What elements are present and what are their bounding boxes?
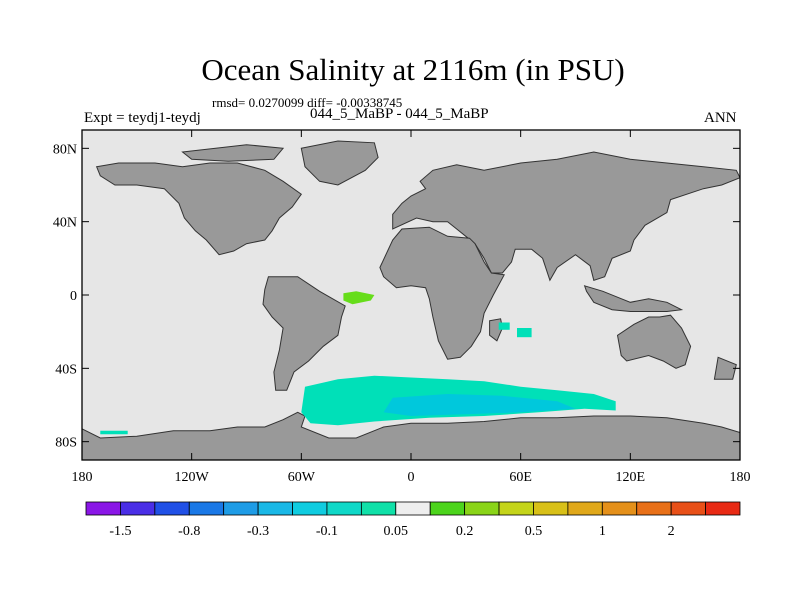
land-eurasia	[392, 151, 740, 282]
legend-swatch	[567, 501, 603, 516]
lat-tick-label: 40S	[55, 362, 77, 377]
legend-swatch	[326, 501, 362, 516]
lon-tick-label: 60W	[288, 470, 316, 485]
legend-swatch	[360, 501, 397, 516]
legend-swatch	[533, 501, 569, 516]
lon-tick-label: 120W	[175, 470, 210, 485]
runs-label: 044_5_MaBP - 044_5_MaBP	[310, 106, 489, 122]
color-legend: -1.5 -0.8 -0.3 -0.1 0.05 0.2 0.5 1 2	[85, 501, 741, 539]
lat-tick-label: 0	[70, 289, 77, 304]
period-label: ANN	[704, 110, 737, 126]
legend-swatch	[429, 501, 466, 516]
lon-tick-label: 120E	[616, 470, 646, 485]
anomaly-southern-ocean-blue-core	[383, 394, 576, 416]
map-title: Ocean Salinity at 2116m (in PSU)	[201, 52, 625, 87]
legend-swatch	[601, 501, 638, 516]
lat-tick-label: 80N	[53, 142, 77, 157]
legend-label: -1.5	[109, 524, 131, 539]
anomaly-indian-ocean-cyan-spot	[517, 328, 532, 338]
lon-tick-label: 180	[72, 470, 93, 485]
land-canadian-arctic	[181, 144, 285, 162]
lon-tick-label: 0	[408, 470, 415, 485]
land-layer	[82, 140, 740, 460]
legend-label: 2	[668, 524, 675, 539]
legend-swatch	[120, 501, 156, 516]
legend-swatch	[85, 501, 121, 516]
axis-ticks: 80N 40N 0 40S 80S 180 120W 60W 0 60E 120E 180	[53, 130, 751, 485]
legend-swatch	[395, 501, 431, 516]
legend-swatch	[292, 501, 328, 516]
legend-label: -0.1	[316, 524, 338, 539]
legend-label: 0.5	[525, 524, 543, 539]
legend-swatch	[464, 501, 500, 516]
land-greenland	[300, 140, 379, 186]
anomaly-madagascar-cyan-spot	[498, 322, 510, 330]
legend-label: 1	[599, 524, 606, 539]
legend-label: 0.2	[456, 524, 474, 539]
land-antarctica	[82, 411, 740, 460]
anomaly-amazon-green-patch	[343, 291, 375, 305]
lon-tick-label: 180	[730, 470, 751, 485]
legend-swatch	[257, 501, 293, 516]
legend-swatch	[636, 501, 672, 516]
lat-tick-label: 80S	[55, 436, 77, 451]
land-africa	[379, 226, 505, 360]
legend-swatch	[498, 501, 534, 516]
anomaly-pacific-cyan-strip	[100, 430, 128, 435]
legend-swatch	[223, 501, 259, 516]
land-new-zealand	[713, 356, 737, 380]
experiment-label: Expt = teydj1-teydj	[84, 110, 201, 126]
legend-swatch	[705, 501, 741, 516]
anomaly-layer	[100, 291, 616, 435]
legend-label: 0.05	[384, 524, 409, 539]
legend-label: -0.8	[178, 524, 200, 539]
land-australia	[616, 314, 692, 369]
legend-swatch	[154, 501, 190, 516]
legend-swatch	[188, 501, 225, 516]
land-southeast-asia	[583, 285, 684, 312]
land-north-america	[95, 162, 302, 256]
lon-tick-label: 60E	[509, 470, 532, 485]
land-south-america	[262, 276, 346, 391]
legend-swatch	[670, 501, 706, 516]
legend-label: -0.3	[247, 524, 269, 539]
lat-tick-label: 40N	[53, 216, 77, 231]
stats-line: rmsd= 0.0270099 diff= -0.00338745	[212, 95, 403, 110]
